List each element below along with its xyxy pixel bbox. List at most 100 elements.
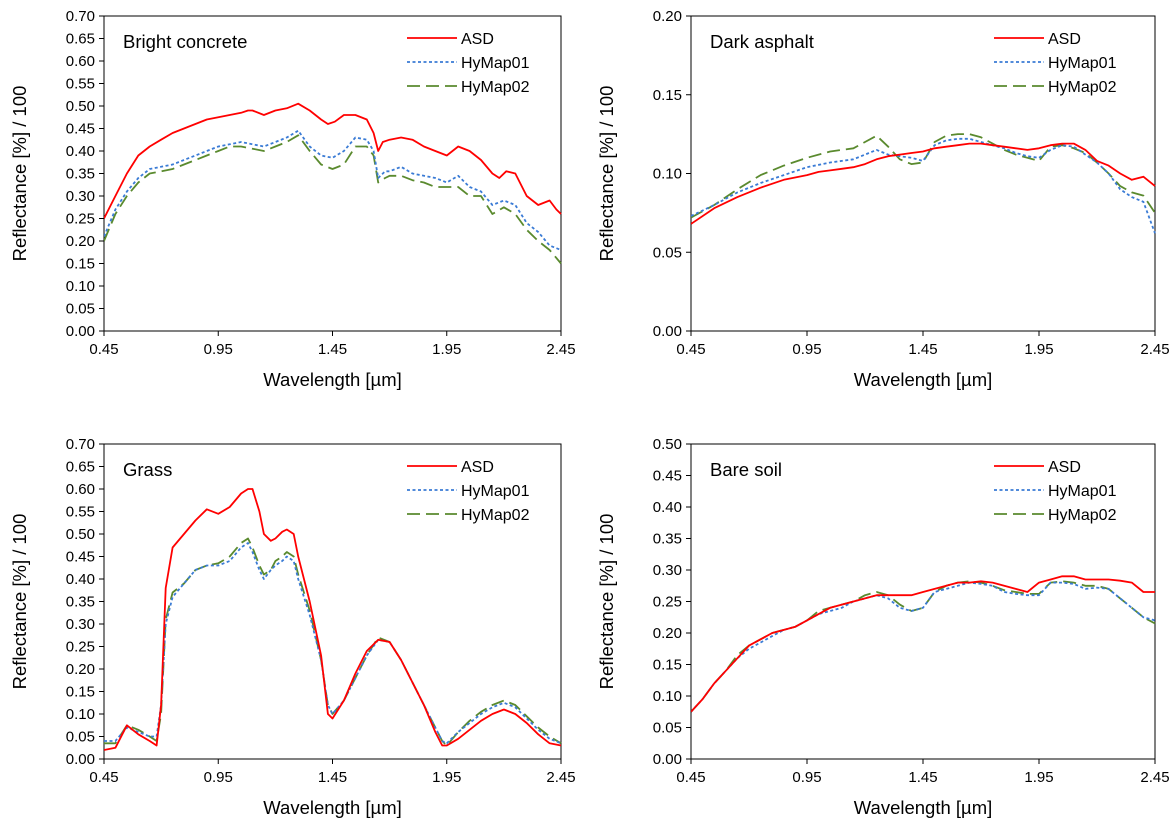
y-tick-label: 0.00 (66, 751, 95, 768)
y-tick-label: 0.70 (66, 8, 95, 25)
y-tick-label: 0.10 (653, 166, 682, 183)
x-tick-label: 0.95 (792, 341, 821, 358)
x-tick-label: 1.45 (908, 341, 937, 358)
series-line-asd (104, 102, 562, 219)
x-axis-label: Wavelength [µm] (854, 369, 993, 390)
chart-panel-3: 0.00 0.05 0.10 0.15 0.20 0.25 0.30 0.35 0.40 0.45… (9, 436, 576, 818)
x-tick-label: 1.45 (908, 769, 937, 786)
y-tick-label: 0.45 (66, 121, 95, 138)
legend-label: HyMap02 (1048, 79, 1117, 96)
x-tick-label: 0.95 (204, 341, 233, 358)
x-tick-label: 1.95 (1024, 341, 1053, 358)
y-tick-label: 0.40 (66, 571, 95, 588)
legend-label: HyMap01 (461, 55, 530, 72)
y-tick-label: 0.05 (66, 729, 95, 746)
y-tick-label: 0.35 (66, 166, 95, 183)
x-tick-label: 2.45 (1140, 341, 1169, 358)
legend-label: ASD (1048, 459, 1081, 476)
y-tick-label: 0.15 (66, 256, 95, 273)
legend-label: HyMap02 (461, 507, 530, 524)
y-tick-label: 0.55 (66, 76, 95, 93)
chart-title: Bright concrete (123, 31, 247, 52)
y-tick-label: 0.20 (653, 8, 682, 25)
y-tick-label: 0.40 (66, 143, 95, 160)
series-line-hymap02 (104, 134, 562, 265)
x-tick-label: 1.95 (432, 341, 461, 358)
series-line-hymap02 (691, 580, 1156, 713)
x-tick-label: 0.45 (676, 341, 705, 358)
y-tick-label: 0.50 (653, 436, 682, 453)
y-tick-label: 0.70 (66, 436, 95, 453)
y-tick-label: 0.10 (653, 688, 682, 705)
x-tick-label: 1.45 (318, 341, 347, 358)
x-tick-label: 2.45 (1140, 769, 1169, 786)
y-tick-label: 0.00 (66, 323, 95, 340)
legend-label: ASD (461, 31, 494, 48)
y-tick-label: 0.20 (653, 625, 682, 642)
y-axis-label: Reflectance [%] / 100 (596, 86, 617, 262)
series-line-asd (691, 575, 1155, 713)
x-tick-label: 1.45 (318, 769, 347, 786)
y-tick-label: 0.50 (66, 526, 95, 543)
x-tick-label: 0.45 (89, 769, 118, 786)
series-line-hymap01 (691, 581, 1156, 713)
y-tick-label: 0.65 (66, 459, 95, 476)
y-tick-label: 0.40 (653, 499, 682, 516)
x-axis-label: Wavelength [µm] (854, 797, 993, 818)
y-tick-label: 0.05 (66, 301, 95, 318)
y-tick-label: 0.05 (653, 244, 682, 261)
y-tick-label: 0.15 (653, 657, 682, 674)
legend-label: HyMap02 (461, 79, 530, 96)
y-axis-label: Reflectance [%] / 100 (9, 514, 30, 690)
y-tick-label: 0.30 (66, 616, 95, 633)
x-axis-label: Wavelength [µm] (263, 369, 402, 390)
y-axis-label: Reflectance [%] / 100 (9, 86, 30, 262)
y-tick-label: 0.15 (66, 684, 95, 701)
y-tick-label: 0.45 (66, 549, 95, 566)
y-tick-label: 0.25 (66, 639, 95, 656)
series-line-hymap02 (104, 537, 562, 747)
series-line-hymap01 (104, 129, 562, 251)
y-tick-label: 0.55 (66, 504, 95, 521)
y-tick-label: 0.10 (66, 278, 95, 295)
legend-label: HyMap01 (461, 483, 530, 500)
chart-title: Grass (123, 459, 172, 480)
y-tick-label: 0.00 (653, 323, 682, 340)
series-line-asd (104, 488, 562, 751)
y-tick-label: 0.00 (653, 751, 682, 768)
series-line-hymap01 (691, 137, 1156, 234)
legend-label: ASD (1048, 31, 1081, 48)
y-tick-label: 0.20 (66, 233, 95, 250)
chart-panel-1: 0.00 0.05 0.10 0.15 0.20 0.25 0.30 0.35 0.40 0.45… (9, 8, 576, 390)
y-axis-label: Reflectance [%] / 100 (596, 514, 617, 690)
x-tick-label: 1.95 (1024, 769, 1053, 786)
chart-title: Dark asphalt (710, 31, 814, 52)
y-tick-label: 0.25 (653, 594, 682, 611)
y-tick-label: 0.30 (66, 188, 95, 205)
y-tick-label: 0.65 (66, 31, 95, 48)
series-line-hymap01 (104, 542, 562, 745)
legend-label: ASD (461, 459, 494, 476)
x-tick-label: 2.45 (546, 341, 575, 358)
y-tick-label: 0.60 (66, 481, 95, 498)
y-tick-label: 0.20 (66, 661, 95, 678)
legend-label: HyMap01 (1048, 55, 1117, 72)
x-tick-label: 2.45 (546, 769, 575, 786)
x-tick-label: 0.45 (676, 769, 705, 786)
y-tick-label: 0.25 (66, 211, 95, 228)
chart-panel-2: 0.00 0.05 0.10 0.15 0.20 0.45 0.95 1.45 1.95 2.45… (596, 8, 1170, 390)
y-tick-label: 0.35 (66, 594, 95, 611)
y-tick-label: 0.35 (653, 531, 682, 548)
y-tick-label: 0.30 (653, 562, 682, 579)
y-tick-label: 0.10 (66, 706, 95, 723)
legend-label: HyMap01 (1048, 483, 1117, 500)
x-axis-label: Wavelength [µm] (263, 797, 402, 818)
y-tick-label: 0.05 (653, 720, 682, 737)
x-tick-label: 0.95 (204, 769, 233, 786)
chart-title: Bare soil (710, 459, 782, 480)
x-tick-label: 0.45 (89, 341, 118, 358)
x-tick-label: 0.95 (792, 769, 821, 786)
y-tick-label: 0.15 (653, 87, 682, 104)
legend-label: HyMap02 (1048, 507, 1117, 524)
